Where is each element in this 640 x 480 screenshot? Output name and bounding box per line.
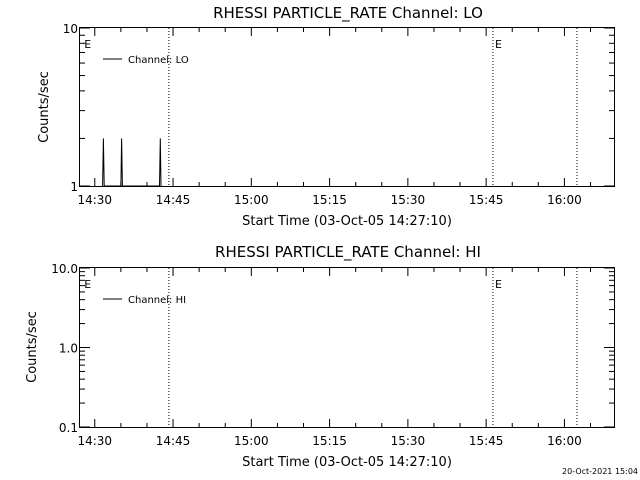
hi-x-tick-label: 14:30: [77, 434, 112, 448]
lo-event-marker-0: E: [84, 38, 91, 51]
hi-y-tick-label: 10.0: [51, 262, 78, 276]
hi-x-tick-label: 15:00: [234, 434, 269, 448]
hi-x-tick-label: 15:30: [391, 434, 426, 448]
lo-channel-panel: RHESSI PARTICLE_RATE Channel: LO Counts/…: [37, 4, 615, 229]
lo-y-tick-label: 10: [63, 22, 78, 36]
lo-legend-label: Channel: LO: [128, 55, 189, 66]
hi-x-tick-label: 15:45: [469, 434, 504, 448]
hi-legend-label: Channel: HI: [128, 295, 186, 306]
lo-x-tick-label: 14:30: [77, 193, 112, 207]
hi-x-tick-label: 15:15: [312, 434, 347, 448]
hi-channel-panel: RHESSI PARTICLE_RATE Channel: HI Counts/…: [25, 243, 615, 470]
lo-data-series: [102, 138, 162, 187]
lo-x-tick-label: 15:15: [312, 193, 347, 207]
hi-x-axis-label: Start Time (03-Oct-05 14:27:10): [242, 455, 452, 470]
hi-event-marker-0: E: [84, 278, 91, 291]
hi-y-axis-label: Counts/sec: [25, 311, 40, 383]
hi-y-tick-label: 1.0: [59, 342, 78, 356]
lo-series-line-0: [102, 138, 162, 187]
hi-x-tick-label: 14:45: [156, 434, 191, 448]
hi-event-marker-1: E: [495, 278, 502, 291]
lo-x-tick-label: 15:00: [234, 193, 269, 207]
hi-axis-ticks: [80, 267, 614, 428]
lo-x-tick-labels: 14:30 14:45 15:00 15:15 15:30 15:45 16:00: [77, 193, 581, 207]
lo-y-tick-label: 1: [70, 180, 78, 194]
lo-event-marker-1: E: [495, 38, 502, 51]
lo-x-tick-label: 15:45: [469, 193, 504, 207]
hi-chart-title: RHESSI PARTICLE_RATE Channel: HI: [215, 243, 481, 262]
lo-x-axis-label: Start Time (03-Oct-05 14:27:10): [242, 214, 452, 229]
hi-vertical-markers: [168, 268, 578, 427]
lo-plot-frame: [79, 27, 615, 187]
hi-y-tick-label: 0.1: [59, 421, 78, 435]
lo-y-axis-label: Counts/sec: [37, 71, 52, 143]
hi-plot-frame: [79, 267, 615, 428]
lo-chart-title: RHESSI PARTICLE_RATE Channel: LO: [213, 4, 483, 23]
lo-vertical-markers: [168, 28, 578, 186]
lo-y-tick-labels: 1 10: [63, 22, 78, 194]
lo-legend: Channel: LO: [103, 55, 189, 66]
hi-legend: Channel: HI: [103, 295, 186, 306]
lo-x-tick-label: 15:30: [391, 193, 426, 207]
generation-timestamp: 20-Oct-2021 15:04: [562, 467, 638, 476]
hi-x-tick-labels: 14:30 14:45 15:00 15:15 15:30 15:45 16:00: [77, 434, 581, 448]
lo-x-tick-label: 16:00: [547, 193, 582, 207]
hi-y-tick-labels: 0.1 1.0 10.0: [51, 262, 78, 435]
lo-x-tick-label: 14:45: [156, 193, 191, 207]
hi-x-tick-label: 16:00: [547, 434, 582, 448]
